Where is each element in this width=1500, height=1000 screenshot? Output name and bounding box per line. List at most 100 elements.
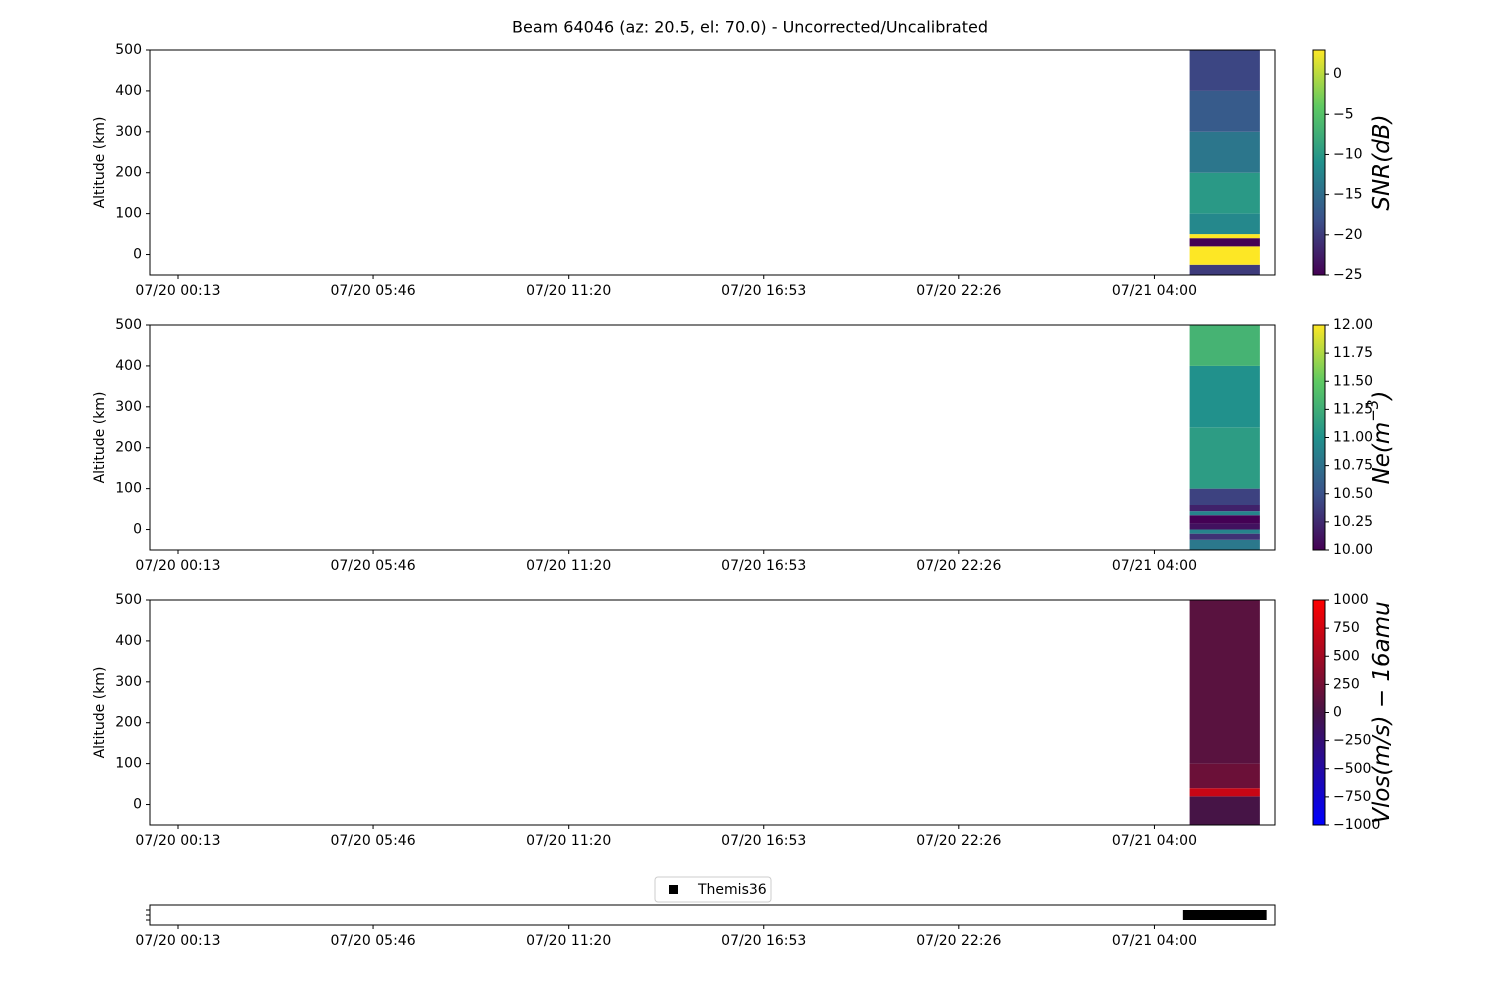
x-tick-label: 07/21 04:00 [1112, 933, 1197, 949]
heatmap-cell [1189, 511, 1260, 516]
colorbar-tick-label: −10 [1333, 146, 1363, 162]
y-tick-label: 500 [115, 592, 142, 608]
x-tick-label: 07/20 00:13 [135, 933, 220, 949]
y-tick-label: 200 [115, 165, 142, 181]
heatmap-cell [1189, 50, 1260, 91]
heatmap-cell [1189, 427, 1260, 489]
x-tick-label: 07/20 22:26 [916, 558, 1001, 574]
y-tick-label: 100 [115, 206, 142, 222]
y-tick-label: 200 [115, 715, 142, 731]
heatmap-cell [1189, 172, 1260, 214]
colorbar-tick-label: 10.00 [1333, 542, 1373, 558]
heatmap-cell [1189, 600, 1260, 764]
colorbar-tick-label: 750 [1333, 620, 1360, 636]
y-tick-label: 500 [115, 317, 142, 333]
heatmap-cell [1189, 238, 1260, 247]
colorbar-label: Ne(m−3) [1364, 391, 1395, 485]
colorbar-tick-label: 11.25 [1333, 401, 1373, 417]
colorbar-label-part: −3 [1364, 400, 1382, 422]
heatmap-cell [1189, 325, 1260, 366]
colorbar-tick-label: 10.75 [1333, 458, 1373, 474]
colorbar-tick-label: −250 [1333, 733, 1371, 749]
x-tick-label: 07/20 11:20 [526, 933, 611, 949]
heatmap-cell [1189, 365, 1260, 428]
x-tick-label: 07/20 05:46 [330, 933, 415, 949]
colorbar-tick-label: −5 [1333, 106, 1354, 122]
y-tick-label: 300 [115, 399, 142, 415]
x-tick-label: 07/21 04:00 [1112, 558, 1197, 574]
x-tick-label: 07/20 00:13 [135, 833, 220, 849]
colorbar-tick-label: 0 [1333, 66, 1342, 82]
y-tick-label: 0 [133, 797, 142, 813]
colorbar [1312, 324, 1326, 551]
x-tick-label: 07/20 22:26 [916, 833, 1001, 849]
heatmap-cell [1189, 90, 1260, 132]
figure-title: Beam 64046 (az: 20.5, el: 70.0) - Uncorr… [512, 18, 988, 37]
y-axis-label: Altitude (km) [92, 392, 108, 484]
panel: 07/20 00:13 07/20 05:46 07/20 11:20 07/20 1… [92, 42, 1395, 299]
panel: Themis36 07/20 00:13 07/20 05:46 07/20 11:2… [135, 876, 1276, 949]
y-axis-label: Altitude (km) [92, 667, 108, 759]
colorbar-tick-label: 0 [1333, 705, 1342, 721]
y-tick-label: 100 [115, 481, 142, 497]
colorbar-tick-label: 10.25 [1333, 514, 1373, 530]
heatmap-cell [1189, 264, 1260, 275]
axes-frame [149, 49, 1276, 276]
x-tick-label: 07/20 05:46 [330, 833, 415, 849]
legend-marker [669, 885, 678, 894]
x-tick-label: 07/20 05:46 [330, 283, 415, 299]
y-tick-label: 400 [115, 358, 142, 374]
colorbar-tick-label: 11.50 [1333, 373, 1373, 389]
heatmap-cell [1189, 529, 1260, 534]
x-tick-label: 07/20 00:13 [135, 558, 220, 574]
panel: 07/20 00:13 07/20 05:46 07/20 11:20 07/20 1… [92, 592, 1395, 849]
x-tick-label: 07/20 05:46 [330, 558, 415, 574]
colorbar-label-part: ) [1369, 391, 1395, 402]
heatmap-cell [1189, 796, 1260, 825]
colorbar-tick-label: 250 [1333, 676, 1360, 692]
colorbar-tick-label: −500 [1333, 761, 1371, 777]
heatmap-cell [1189, 515, 1260, 524]
colorbar-tick-label: 1000 [1333, 592, 1369, 608]
legend-box [654, 876, 772, 903]
legend-label: Themis36 [697, 882, 767, 898]
panel: 07/20 00:13 07/20 05:46 07/20 11:20 07/20 1… [92, 317, 1395, 574]
y-tick-label: 400 [115, 83, 142, 99]
heatmap-cell [1189, 533, 1260, 540]
x-tick-label: 07/20 16:53 [721, 283, 806, 299]
colorbar-label-part: SNR(dB) [1369, 114, 1395, 210]
x-tick-label: 07/21 04:00 [1112, 283, 1197, 299]
axes-frame [149, 324, 1276, 551]
colorbar-tick-label: 500 [1333, 648, 1360, 664]
colorbar [1312, 49, 1326, 276]
y-tick-label: 500 [115, 42, 142, 58]
x-tick-label: 07/20 16:53 [721, 833, 806, 849]
x-tick-label: 07/20 00:13 [135, 283, 220, 299]
colorbar-tick-label: 11.00 [1333, 430, 1373, 446]
colorbar-label: Vlos(m/s) − 16amu [1369, 601, 1395, 824]
colorbar-tick-label: 12.00 [1333, 317, 1373, 333]
y-tick-label: 300 [115, 674, 142, 690]
x-tick-label: 07/20 22:26 [916, 933, 1001, 949]
x-tick-label: 07/20 16:53 [721, 558, 806, 574]
colorbar-tick-label: 11.75 [1333, 345, 1373, 361]
colorbar-label-part: Ne(m [1369, 422, 1395, 485]
colorbar-tick-label: −20 [1333, 227, 1363, 243]
colorbar-label: SNR(dB) [1369, 114, 1395, 210]
heatmap-cell [1189, 505, 1260, 512]
colorbar-tick-label: −750 [1333, 789, 1371, 805]
heatmap-cell [1189, 788, 1260, 797]
axes-frame [149, 599, 1276, 826]
x-tick-label: 07/21 04:00 [1112, 833, 1197, 849]
x-tick-label: 07/20 11:20 [526, 833, 611, 849]
heatmap-cell [1189, 523, 1260, 530]
x-tick-label: 07/20 11:20 [526, 283, 611, 299]
y-axis-label: Altitude (km) [92, 117, 108, 209]
heatmap-cell [1189, 246, 1260, 265]
colorbar-tick-label: −25 [1333, 267, 1363, 283]
axes-frame [149, 904, 1276, 926]
x-tick-label: 07/20 11:20 [526, 558, 611, 574]
x-tick-label: 07/20 16:53 [721, 933, 806, 949]
y-tick-label: 400 [115, 633, 142, 649]
